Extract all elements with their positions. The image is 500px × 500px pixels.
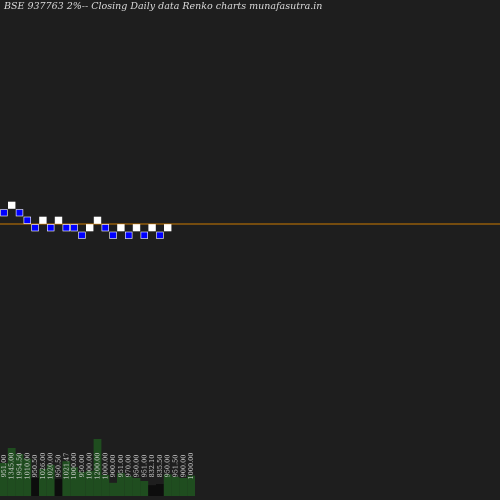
volume-label: 950.00 — [78, 455, 86, 478]
renko-brick-up — [117, 224, 125, 232]
volume-bar — [140, 481, 149, 496]
volume-bar — [70, 467, 78, 496]
volume-label: 1000.00 — [86, 453, 94, 480]
volume-bar — [54, 479, 63, 496]
volume-label: 1345.00 — [8, 453, 16, 480]
volume-label: 951.50 — [172, 455, 180, 478]
renko-brick-down — [125, 231, 133, 239]
renko-brick-down — [156, 231, 164, 239]
renko-brick-up — [8, 201, 16, 209]
volume-label: 951.00 — [140, 455, 148, 478]
volume-label: 835.50 — [156, 455, 164, 478]
renko-brick-up — [93, 216, 102, 224]
volume-label: 1954.50 — [16, 453, 24, 480]
volume-label: 950.50 — [55, 455, 63, 478]
renko-brick-up — [39, 216, 47, 224]
volume-label: 900.00 — [179, 455, 187, 478]
volume-label: 1000.00 — [187, 453, 195, 480]
renko-brick-up — [132, 224, 141, 232]
volume-label: 951.00 — [0, 455, 8, 478]
volume-bar — [148, 485, 156, 496]
renko-brick-down — [23, 216, 31, 224]
volume-label: 900.00 — [109, 455, 117, 478]
volume-bar — [117, 473, 125, 496]
renko-brick-down — [109, 231, 117, 239]
volume-label: 950.00 — [133, 455, 141, 478]
renko-brick-down — [0, 209, 8, 217]
volume-label: 950.50 — [31, 455, 39, 478]
volume-bar — [46, 464, 55, 496]
volume-label: 970.00 — [125, 455, 133, 478]
volume-bar — [93, 439, 102, 496]
volume-label: 1000.00 — [101, 453, 109, 480]
renko-brick-down — [62, 224, 71, 232]
volume-bar — [39, 469, 47, 496]
volume-label: 951.00 — [117, 455, 125, 478]
volume-label: 1026.00 — [39, 453, 47, 480]
renko-brick-up — [54, 216, 63, 224]
volume-bar — [132, 478, 141, 496]
renko-brick-down — [78, 231, 86, 239]
renko-brick-up — [86, 224, 94, 232]
volume-bar — [179, 478, 188, 496]
renko-brick-down — [140, 231, 148, 239]
volume-bar — [171, 476, 180, 496]
renko-brick-down — [70, 224, 78, 232]
volume-label: 1000.00 — [70, 453, 78, 480]
volume-bar — [23, 458, 32, 496]
volume-label: 1020.00 — [47, 453, 55, 480]
volume-bar — [7, 448, 16, 496]
volume-bar — [78, 472, 86, 496]
volume-bar — [31, 478, 39, 496]
volume-label: 950.00 — [164, 455, 172, 478]
volume-bar — [0, 463, 8, 496]
renko-brick-up — [148, 224, 156, 232]
volume-bar — [109, 482, 117, 496]
volume-label: 832.10 — [148, 455, 156, 478]
renko-brick-down — [31, 224, 39, 232]
renko-brick-down — [15, 209, 24, 217]
volume-label: 1010.00 — [23, 453, 31, 480]
volume-bar — [156, 484, 164, 496]
renko-brick-down — [101, 224, 110, 232]
volume-bar — [124, 476, 133, 496]
volume-bar — [85, 470, 94, 496]
volume-bar — [187, 475, 195, 496]
renko-brick-down — [46, 224, 55, 232]
volume-bar — [101, 475, 110, 496]
volume-label: 1021.47 — [62, 453, 70, 480]
volume-bar — [163, 474, 172, 496]
volume-bar — [15, 454, 24, 496]
volume-bar — [62, 461, 71, 496]
renko-brick-up — [164, 224, 172, 232]
chart-title: BSE 937763 2%-- Closing Daily data Renko… — [4, 1, 323, 12]
volume-label: 1200.00 — [94, 453, 102, 480]
